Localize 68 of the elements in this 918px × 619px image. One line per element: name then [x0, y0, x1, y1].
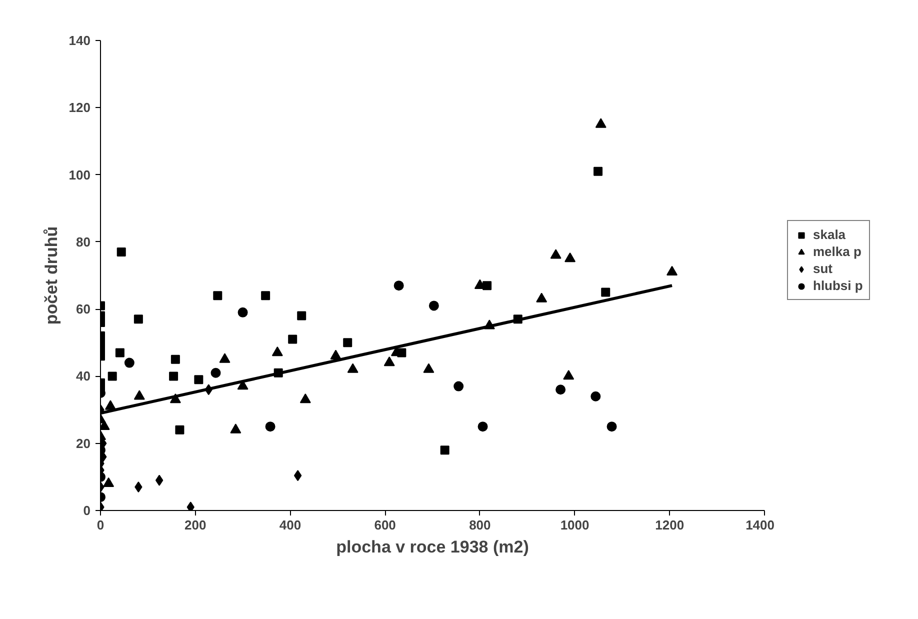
legend-label: hlubsi p: [813, 278, 863, 293]
point: [194, 375, 204, 384]
x-tick-label: 1200: [655, 518, 684, 532]
point: [261, 291, 270, 300]
point: [384, 356, 395, 366]
x-tick-label: 1400: [746, 518, 774, 532]
point: [343, 338, 352, 348]
x-axis-title: plocha v roce 1938 (m2): [336, 538, 529, 556]
point: [563, 370, 574, 380]
point: [213, 291, 222, 300]
point: [175, 425, 184, 434]
point: [124, 358, 134, 368]
point: [595, 118, 606, 128]
point: [170, 354, 180, 364]
point: [230, 424, 242, 434]
y-tick-label: 120: [68, 100, 91, 116]
point: [104, 400, 116, 410]
x-tick-label: 1000: [560, 518, 590, 532]
y-tick-label: 20: [76, 436, 91, 451]
point: [134, 390, 145, 400]
y-tick-label: 40: [76, 368, 91, 384]
y-axis-title: počet druhů: [42, 226, 61, 325]
point: [423, 363, 434, 373]
x-tick-label: 600: [374, 518, 396, 532]
y-tick-label: 100: [68, 167, 91, 182]
point: [394, 280, 404, 291]
point: [428, 300, 439, 311]
y-tick-label: 60: [76, 302, 91, 317]
point: [108, 372, 117, 381]
point: [594, 166, 603, 176]
point: [169, 372, 178, 381]
point: [272, 346, 283, 356]
point: [134, 482, 142, 492]
point: [347, 363, 358, 373]
legend-label: sut: [813, 261, 833, 276]
point: [536, 292, 548, 302]
point: [238, 307, 248, 318]
point: [210, 368, 221, 378]
point: [564, 252, 576, 262]
point: [300, 393, 311, 404]
point: [454, 381, 464, 392]
point: [666, 266, 678, 276]
point: [134, 314, 143, 324]
y-tick-label: 80: [76, 234, 91, 250]
legend-label: skala: [813, 227, 846, 242]
x-tick-label: 0: [96, 518, 104, 532]
point: [115, 348, 124, 358]
point: [103, 477, 114, 488]
point: [330, 350, 342, 360]
point: [440, 446, 450, 455]
y-tick-label: 0: [83, 503, 91, 518]
point: [550, 249, 562, 259]
legend-label: melka p: [813, 244, 862, 259]
x-tick-label: 800: [469, 518, 491, 532]
x-tick-label: 400: [279, 518, 302, 532]
point: [601, 288, 610, 297]
y-tick-label: 140: [68, 33, 91, 48]
x-tick-label: 200: [184, 518, 206, 532]
point: [606, 422, 617, 432]
point: [288, 334, 298, 344]
point: [265, 422, 276, 432]
point: [297, 311, 306, 320]
point: [186, 502, 194, 510]
point: [219, 353, 230, 363]
point: [478, 422, 488, 432]
point: [556, 384, 566, 395]
point: [116, 248, 126, 256]
point: [590, 391, 601, 402]
